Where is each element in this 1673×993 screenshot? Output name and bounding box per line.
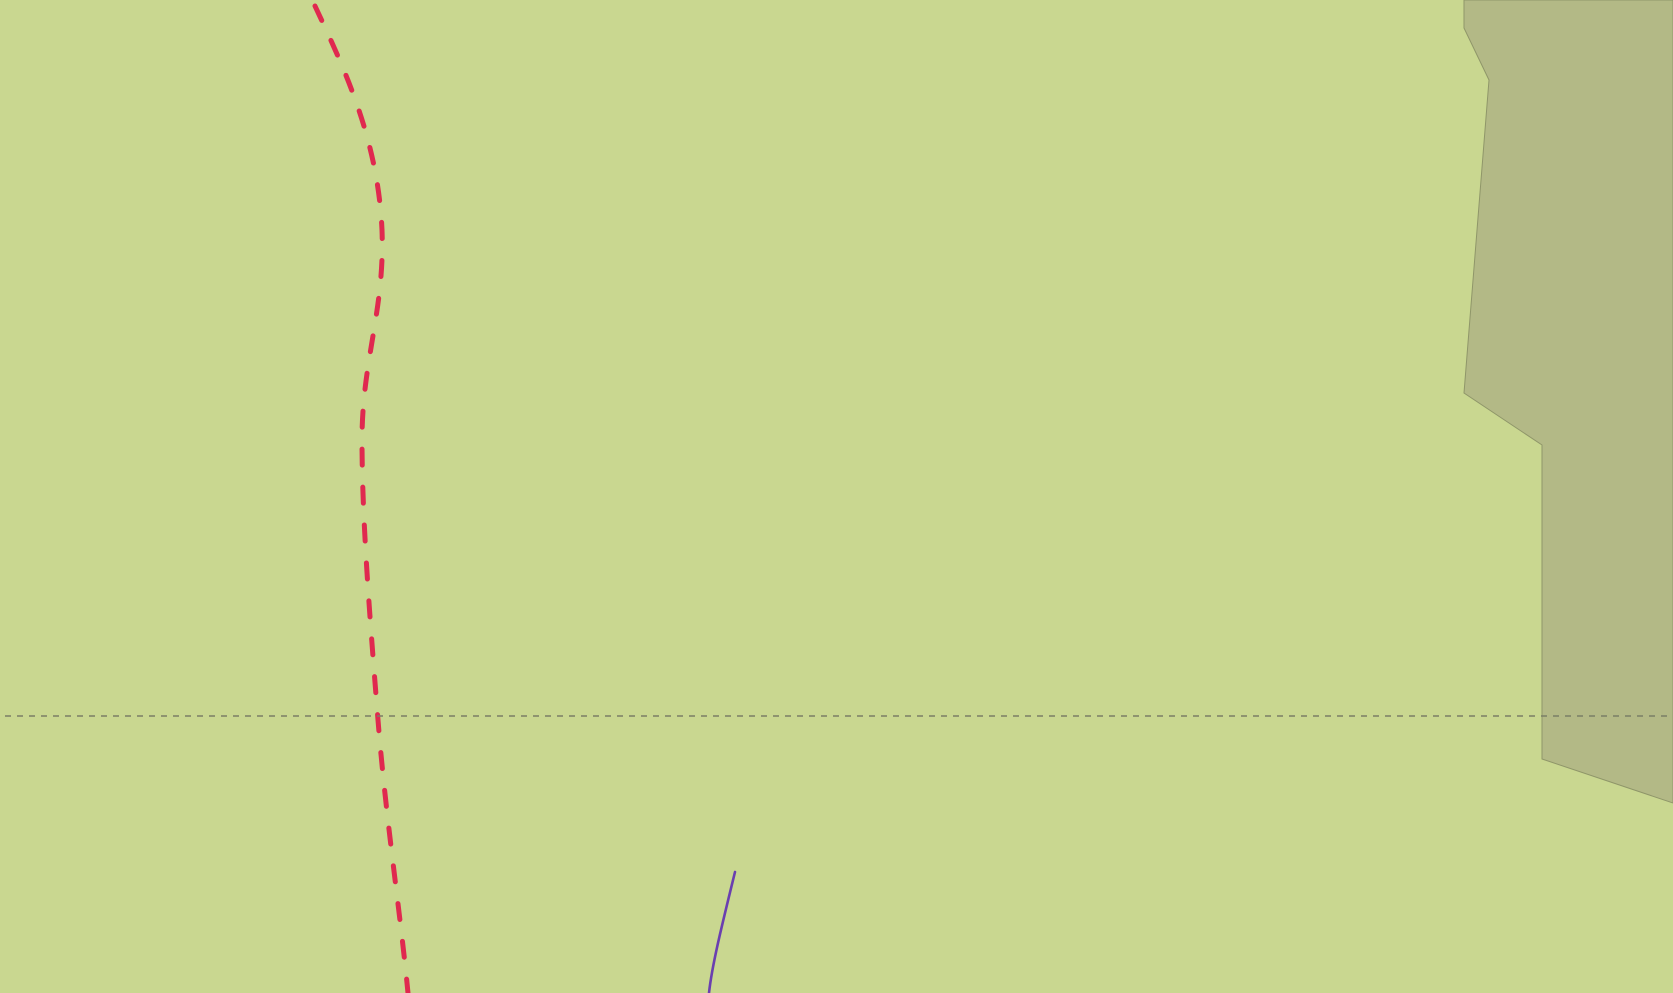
protected-area[interactable] — [1463, 0, 1673, 804]
dashed-boundary-line — [312, 3, 411, 993]
river-line — [707, 870, 737, 993]
